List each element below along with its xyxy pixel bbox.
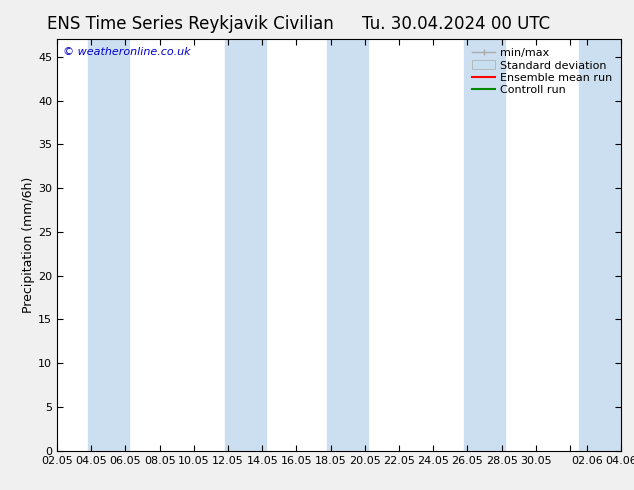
Bar	[224, 39, 266, 451]
Bar	[579, 39, 630, 451]
Bar	[464, 39, 505, 451]
Text: Tu. 30.04.2024 00 UTC: Tu. 30.04.2024 00 UTC	[363, 15, 550, 33]
Y-axis label: Precipitation (mm/6h): Precipitation (mm/6h)	[22, 177, 36, 313]
Text: ENS Time Series Reykjavik Civilian: ENS Time Series Reykjavik Civilian	[47, 15, 333, 33]
Bar	[327, 39, 368, 451]
Legend: min/max, Standard deviation, Ensemble mean run, Controll run: min/max, Standard deviation, Ensemble me…	[469, 45, 616, 98]
Text: © weatheronline.co.uk: © weatheronline.co.uk	[63, 48, 190, 57]
Bar	[88, 39, 129, 451]
